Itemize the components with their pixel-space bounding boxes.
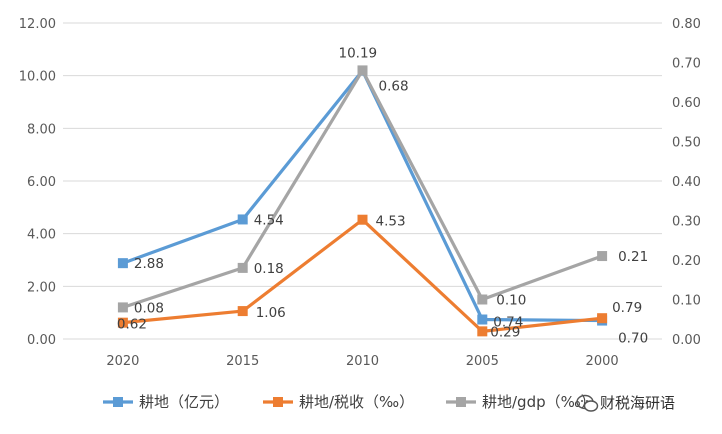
right-tick-label: 0.50 bbox=[672, 136, 701, 151]
series-2-marker bbox=[477, 326, 488, 337]
left-tick-label: 2.00 bbox=[27, 280, 56, 295]
legend: 耕地（亿元） 耕地/税收（‰） 耕地/gdp（‰） bbox=[103, 393, 596, 411]
legend-marker bbox=[113, 397, 123, 407]
series-3-marker bbox=[477, 294, 488, 305]
x-tick-label: 2005 bbox=[466, 354, 499, 369]
right-axis-ticks: 0.00 0.10 0.20 0.30 0.40 0.50 0.60 0.70 0.80 bbox=[672, 17, 701, 348]
data-label: 1.06 bbox=[256, 305, 286, 321]
series-2-marker bbox=[357, 214, 368, 225]
legend-label: 耕地（亿元） bbox=[139, 393, 229, 411]
legend-item-3: 耕地/gdp（‰） bbox=[446, 393, 596, 411]
data-label: 0.79 bbox=[612, 300, 642, 316]
series-2-marker bbox=[597, 313, 608, 324]
data-label: 0.21 bbox=[618, 249, 648, 265]
right-tick-label: 0.00 bbox=[672, 333, 701, 348]
right-tick-label: 0.40 bbox=[672, 175, 701, 190]
legend-marker bbox=[456, 397, 466, 407]
left-tick-label: 0.00 bbox=[27, 333, 56, 348]
data-label: 0.62 bbox=[117, 317, 147, 333]
right-tick-label: 0.10 bbox=[672, 294, 701, 309]
series-1-marker bbox=[477, 314, 488, 325]
series-2-marker bbox=[237, 306, 248, 317]
left-tick-label: 12.00 bbox=[19, 17, 56, 32]
data-label: 0.74 bbox=[493, 315, 523, 331]
x-tick-label: 2000 bbox=[586, 354, 619, 369]
left-tick-label: 6.00 bbox=[27, 175, 56, 190]
series-3-marker bbox=[117, 302, 128, 313]
right-tick-label: 0.30 bbox=[672, 215, 701, 230]
series-2-marker bbox=[117, 317, 128, 328]
right-tick-label: 0.80 bbox=[672, 17, 701, 32]
series-1-marker bbox=[117, 258, 128, 269]
data-label: 0.10 bbox=[496, 293, 526, 309]
data-label: 10.19 bbox=[339, 46, 378, 62]
data-label: 4.53 bbox=[376, 214, 406, 230]
right-tick-label: 0.70 bbox=[672, 57, 701, 72]
left-tick-label: 4.00 bbox=[27, 228, 56, 243]
legend-item-1: 耕地（亿元） bbox=[103, 393, 229, 411]
data-label: 4.54 bbox=[254, 212, 284, 228]
right-tick-label: 0.60 bbox=[672, 96, 701, 111]
series-lines bbox=[117, 65, 608, 337]
right-tick-label: 0.20 bbox=[672, 254, 701, 269]
data-label: 0.08 bbox=[134, 300, 164, 316]
series-3-marker bbox=[597, 251, 608, 262]
data-label: 0.18 bbox=[254, 261, 284, 277]
left-tick-label: 10.00 bbox=[19, 70, 56, 85]
legend-label: 耕地/税收（‰） bbox=[299, 393, 414, 411]
watermark-text: 财税海研语 bbox=[600, 394, 675, 412]
x-tick-label: 2015 bbox=[226, 354, 259, 369]
series-3-marker bbox=[357, 65, 368, 76]
x-tick-label: 2010 bbox=[346, 354, 379, 369]
data-label: 0.29 bbox=[490, 324, 520, 340]
series-3-marker bbox=[237, 262, 248, 273]
left-tick-label: 8.00 bbox=[27, 122, 56, 137]
series-line-3 bbox=[122, 68, 603, 309]
data-label: 2.88 bbox=[134, 256, 164, 272]
legend-marker bbox=[273, 397, 283, 407]
legend-label: 耕地/gdp（‰） bbox=[482, 393, 596, 411]
wechat-icon bbox=[576, 394, 599, 412]
legend-item-2: 耕地/税收（‰） bbox=[263, 393, 414, 411]
left-axis-ticks: 0.00 2.00 4.00 6.00 8.00 10.00 12.00 bbox=[19, 17, 56, 348]
watermark: 财税海研语 bbox=[576, 394, 675, 412]
gridlines bbox=[63, 22, 662, 340]
data-labels: 2.88 4.54 10.19 0.74 0.70 0.62 1.06 4.53 0.29 0.7… bbox=[117, 46, 648, 347]
x-axis-ticks: 2020 2015 2010 2005 2000 bbox=[106, 354, 618, 369]
series-1-marker bbox=[237, 214, 248, 225]
x-tick-label: 2020 bbox=[106, 354, 139, 369]
data-label: 0.70 bbox=[618, 331, 648, 347]
data-label: 0.68 bbox=[379, 78, 409, 94]
